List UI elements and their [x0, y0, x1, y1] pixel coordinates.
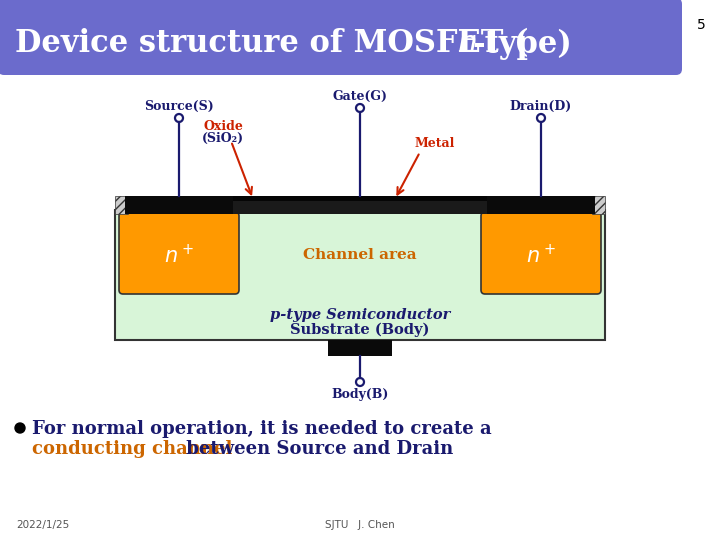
Bar [592, 196, 605, 214]
Text: Gate(G): Gate(G) [333, 90, 387, 103]
Bar [487, 196, 595, 214]
Text: For normal operation, it is needed to create a: For normal operation, it is needed to cr… [32, 420, 498, 438]
Bar [115, 196, 128, 214]
Circle shape [15, 423, 25, 433]
Text: Channel area: Channel area [303, 248, 417, 262]
Text: $n$: $n$ [457, 29, 476, 59]
Text: conducting channel: conducting channel [32, 440, 233, 458]
Text: SJTU   J. Chen: SJTU J. Chen [325, 520, 395, 530]
Text: Metal: Metal [415, 137, 455, 150]
Text: Oxide: Oxide [203, 120, 243, 133]
Text: 2022/1/25: 2022/1/25 [16, 520, 69, 530]
Text: Drain(D): Drain(D) [510, 100, 572, 113]
Text: 5: 5 [697, 18, 706, 32]
Text: Body(B): Body(B) [331, 388, 389, 401]
FancyBboxPatch shape [481, 212, 601, 294]
Bar [328, 340, 392, 356]
Text: between Source and Drain: between Source and Drain [180, 440, 454, 458]
Text: p-type Semiconductor: p-type Semiconductor [270, 308, 450, 322]
Text: Source(S): Source(S) [144, 100, 214, 113]
Bar [233, 196, 487, 201]
Text: Substrate (Body): Substrate (Body) [290, 323, 430, 337]
FancyBboxPatch shape [0, 0, 682, 75]
Text: -type): -type) [472, 29, 572, 59]
FancyBboxPatch shape [119, 212, 239, 294]
Bar [125, 196, 233, 214]
Text: $\mathit{n}^+$: $\mathit{n}^+$ [164, 244, 194, 267]
Text: $\mathit{n}^+$: $\mathit{n}^+$ [526, 244, 556, 267]
Bar [233, 196, 487, 214]
Text: (SiO₂): (SiO₂) [202, 132, 244, 145]
Bar [115, 210, 605, 340]
Text: Device structure of MOSFET (: Device structure of MOSFET ( [15, 29, 528, 59]
